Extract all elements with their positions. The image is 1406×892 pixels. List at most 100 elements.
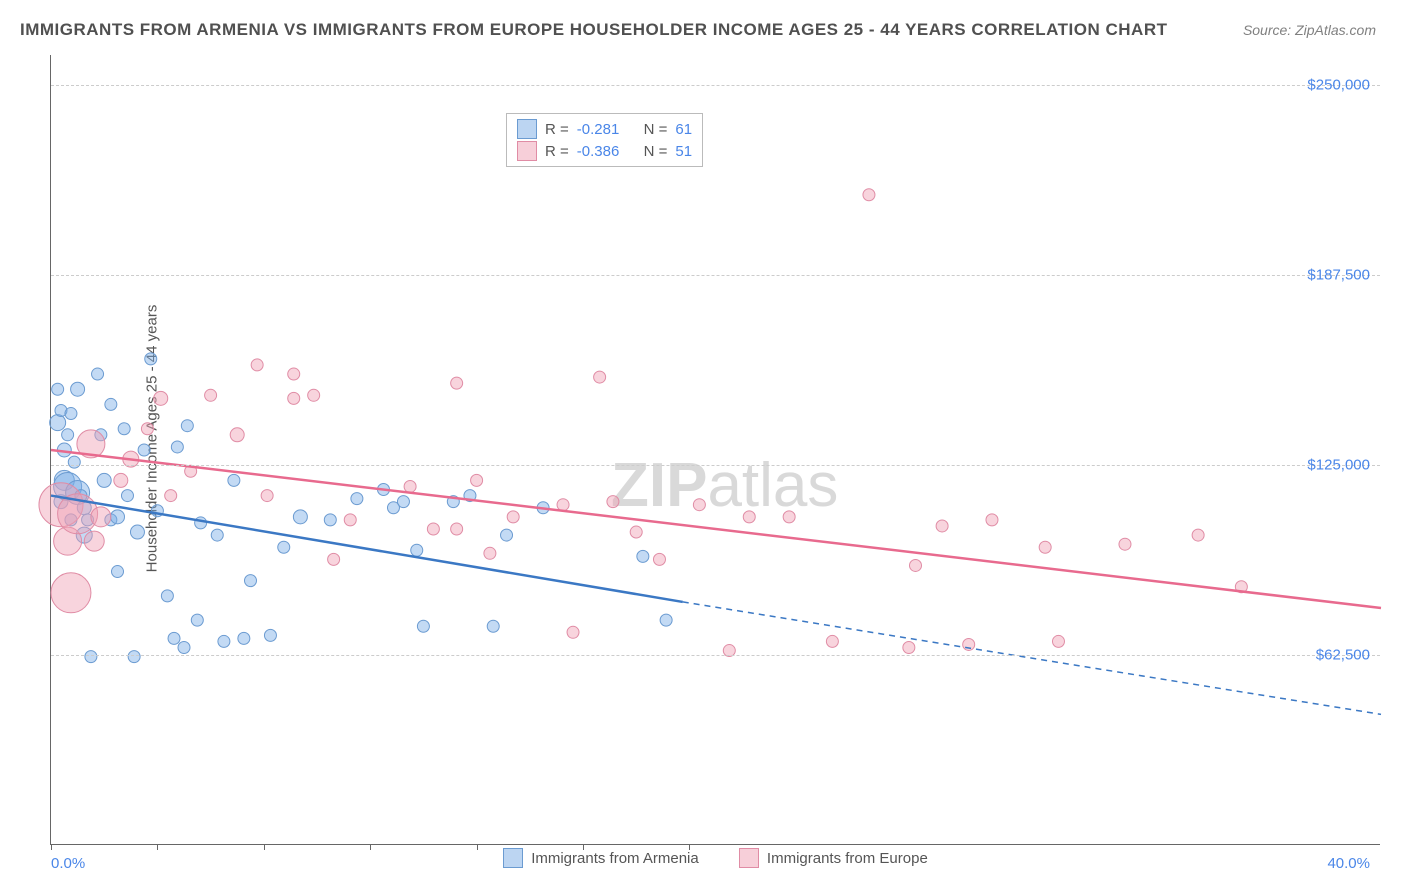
data-point-armenia bbox=[264, 629, 276, 641]
data-point-armenia bbox=[218, 635, 230, 647]
data-point-armenia bbox=[105, 398, 117, 410]
data-point-europe bbox=[451, 377, 463, 389]
correlation-legend: R = -0.281 N = 61 R = -0.386 N = 51 bbox=[506, 113, 703, 167]
data-point-europe bbox=[863, 189, 875, 201]
data-point-armenia bbox=[417, 620, 429, 632]
data-point-armenia bbox=[128, 651, 140, 663]
data-point-europe bbox=[230, 428, 244, 442]
data-point-armenia bbox=[138, 444, 150, 456]
legend-label: Immigrants from Europe bbox=[767, 850, 928, 867]
data-point-europe bbox=[328, 553, 340, 565]
data-point-armenia bbox=[238, 632, 250, 644]
x-tick-mark bbox=[477, 844, 478, 850]
r-label: R = bbox=[545, 121, 569, 138]
plot-area: ZIPatlas R = -0.281 N = 61 R = -0.386 N … bbox=[50, 55, 1380, 845]
swatch-pink-icon bbox=[517, 141, 537, 161]
n-label: N = bbox=[644, 143, 668, 160]
data-point-europe bbox=[84, 531, 104, 551]
data-point-europe bbox=[288, 368, 300, 380]
data-point-armenia bbox=[487, 620, 499, 632]
legend-row-europe: R = -0.386 N = 51 bbox=[517, 140, 692, 162]
data-point-europe bbox=[484, 547, 496, 559]
data-point-europe bbox=[451, 523, 463, 535]
data-point-europe bbox=[986, 514, 998, 526]
data-point-europe bbox=[903, 642, 915, 654]
data-point-europe bbox=[404, 480, 416, 492]
data-point-armenia bbox=[130, 525, 144, 539]
data-point-armenia bbox=[50, 415, 66, 431]
x-tick-mark bbox=[689, 844, 690, 850]
data-point-armenia bbox=[92, 368, 104, 380]
data-point-europe bbox=[567, 626, 579, 638]
x-tick-mark bbox=[264, 844, 265, 850]
data-point-europe bbox=[653, 553, 665, 565]
source-attribution: Source: ZipAtlas.com bbox=[1243, 22, 1376, 38]
data-point-armenia bbox=[293, 510, 307, 524]
y-tick-label: $250,000 bbox=[1307, 77, 1370, 94]
data-point-europe bbox=[630, 526, 642, 538]
data-point-armenia bbox=[660, 614, 672, 626]
data-point-armenia bbox=[62, 429, 74, 441]
data-point-armenia bbox=[501, 529, 513, 541]
data-point-armenia bbox=[71, 382, 85, 396]
x-tick-mark bbox=[583, 844, 584, 850]
y-tick-label: $187,500 bbox=[1307, 267, 1370, 284]
data-point-europe bbox=[936, 520, 948, 532]
data-point-armenia bbox=[85, 651, 97, 663]
data-point-europe bbox=[910, 559, 922, 571]
data-point-armenia bbox=[112, 566, 124, 578]
series-legend: Immigrants from Armenia Immigrants from … bbox=[51, 848, 1380, 872]
data-point-armenia bbox=[228, 474, 240, 486]
armenia-r-value: -0.281 bbox=[577, 121, 620, 138]
x-tick-mark bbox=[370, 844, 371, 850]
data-point-europe bbox=[507, 511, 519, 523]
data-point-armenia bbox=[181, 420, 193, 432]
swatch-blue-icon bbox=[517, 119, 537, 139]
data-point-europe bbox=[693, 499, 705, 511]
data-point-armenia bbox=[397, 496, 409, 508]
armenia-n-value: 61 bbox=[675, 121, 692, 138]
data-point-europe bbox=[288, 392, 300, 404]
data-point-europe bbox=[205, 389, 217, 401]
data-point-europe bbox=[594, 371, 606, 383]
data-point-armenia bbox=[278, 541, 290, 553]
data-point-armenia bbox=[111, 510, 125, 524]
legend-item-europe: Immigrants from Europe bbox=[739, 848, 928, 868]
data-point-europe bbox=[141, 423, 153, 435]
data-point-armenia bbox=[195, 517, 207, 529]
data-point-europe bbox=[165, 490, 177, 502]
data-point-armenia bbox=[211, 529, 223, 541]
data-point-europe bbox=[783, 511, 795, 523]
data-point-armenia bbox=[171, 441, 183, 453]
data-point-armenia bbox=[191, 614, 203, 626]
data-point-europe bbox=[114, 473, 128, 487]
swatch-pink-icon bbox=[739, 848, 759, 868]
data-point-armenia bbox=[145, 353, 157, 365]
chart-title: IMMIGRANTS FROM ARMENIA VS IMMIGRANTS FR… bbox=[20, 20, 1167, 40]
n-label: N = bbox=[644, 121, 668, 138]
data-point-armenia bbox=[97, 473, 111, 487]
europe-n-value: 51 bbox=[675, 143, 692, 160]
legend-row-armenia: R = -0.281 N = 61 bbox=[517, 118, 692, 140]
x-tick-mark bbox=[157, 844, 158, 850]
data-point-armenia bbox=[65, 408, 77, 420]
data-point-armenia bbox=[351, 493, 363, 505]
data-point-europe bbox=[51, 573, 91, 613]
data-point-armenia bbox=[245, 575, 257, 587]
trend-line-ext-armenia bbox=[683, 602, 1381, 714]
legend-item-armenia: Immigrants from Armenia bbox=[503, 848, 699, 868]
data-point-armenia bbox=[324, 514, 336, 526]
data-point-armenia bbox=[52, 383, 64, 395]
data-point-europe bbox=[251, 359, 263, 371]
europe-r-value: -0.386 bbox=[577, 143, 620, 160]
data-point-europe bbox=[557, 499, 569, 511]
data-point-armenia bbox=[161, 590, 173, 602]
data-point-europe bbox=[1052, 635, 1064, 647]
data-point-armenia bbox=[178, 642, 190, 654]
data-point-armenia bbox=[68, 456, 80, 468]
data-point-europe bbox=[308, 389, 320, 401]
data-point-europe bbox=[826, 635, 838, 647]
y-tick-label: $125,000 bbox=[1307, 457, 1370, 474]
chart-svg bbox=[51, 55, 1380, 844]
swatch-blue-icon bbox=[503, 848, 523, 868]
